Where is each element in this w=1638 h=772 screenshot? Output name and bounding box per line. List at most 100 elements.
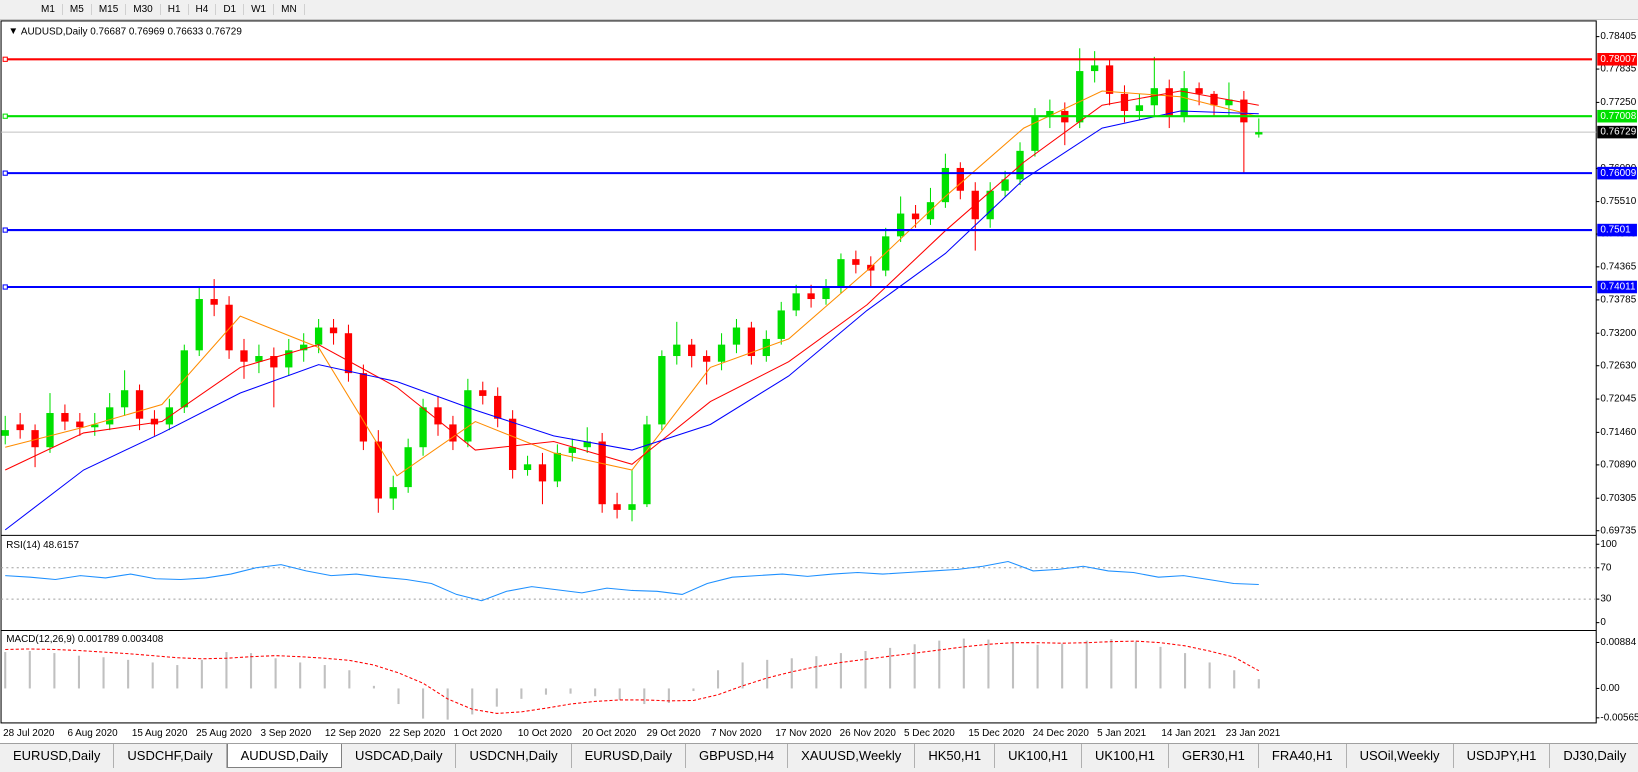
candle-body — [76, 421, 84, 428]
candle-body — [479, 390, 487, 396]
candle-body — [1180, 88, 1188, 117]
candle-body — [523, 464, 532, 471]
y-tick-label: 0.74365 — [1600, 261, 1636, 272]
open: 0.76687 — [90, 26, 126, 37]
y-tick-label: 100 — [1600, 539, 1617, 550]
level-label-box — [1597, 166, 1637, 180]
low: 0.76633 — [167, 26, 203, 37]
candle-body — [1240, 99, 1248, 123]
timeframe-button[interactable]: MN — [274, 4, 305, 15]
timeframe-button[interactable]: M1 — [34, 4, 63, 15]
candle-body — [91, 424, 99, 428]
x-tick-label: 15 Dec 2020 — [968, 728, 1025, 739]
chart-header: ▼ AUDUSD,Daily 0.76687 0.76969 0.76633 0… — [8, 26, 242, 37]
close: 0.76729 — [206, 26, 242, 37]
price-label: 0.76729 — [1600, 127, 1636, 138]
timeframe-button[interactable]: H4 — [189, 4, 217, 15]
y-tick-label: 0.00884 — [1600, 637, 1636, 648]
candle-body — [374, 441, 382, 499]
chart-tab[interactable]: AUDUSD,Daily — [226, 744, 343, 768]
candle-body — [255, 356, 263, 362]
candle-body — [31, 430, 39, 448]
level-anchor — [2, 56, 8, 62]
timeframe-button[interactable]: M15 — [92, 4, 127, 15]
y-tick-label: 0.75510 — [1600, 196, 1636, 207]
signal-line — [5, 640, 1260, 714]
candle-body — [61, 413, 69, 422]
chart-tab[interactable]: FRA40,H1 — [1259, 744, 1347, 768]
y-tick-label: 0.00 — [1600, 683, 1620, 694]
level-label-box — [1597, 109, 1637, 123]
y-tick-label: -0.005651 — [1600, 712, 1638, 723]
y-tick-label: 0.73785 — [1600, 295, 1636, 306]
timeframe-button[interactable]: M30 — [126, 4, 161, 15]
candle-body — [225, 304, 233, 351]
x-tick-label: 20 Oct 2020 — [582, 728, 636, 739]
candle-body — [986, 190, 994, 220]
candle-body — [1076, 71, 1084, 123]
chart-tab[interactable]: DJ30,Daily — [1550, 744, 1638, 768]
chart-tab[interactable]: GER30,H1 — [1169, 744, 1259, 768]
candle-body — [300, 344, 308, 351]
y-tick-label: 0.77250 — [1600, 97, 1636, 108]
high: 0.76969 — [129, 26, 165, 37]
x-tick-label: 12 Sep 2020 — [325, 728, 382, 739]
candle-body — [1046, 110, 1054, 117]
x-tick-label: 5 Jan 2021 — [1097, 728, 1147, 739]
candle-body — [1210, 93, 1218, 106]
timeframe-button[interactable]: M5 — [63, 4, 92, 15]
chart-tab[interactable]: UK100,H1 — [995, 744, 1083, 768]
chart-tab[interactable]: USOil,Weekly — [1347, 744, 1454, 768]
candle-body — [598, 441, 606, 505]
candle-body — [285, 350, 293, 368]
candle-body — [568, 447, 576, 453]
level-label: 0.77008 — [1600, 111, 1636, 122]
candle-body — [538, 464, 547, 482]
chart-tab[interactable]: GBPUSD,H4 — [686, 744, 789, 768]
chart-tab[interactable]: USDJPY,H1 — [1454, 744, 1551, 768]
moving-average — [4, 110, 1259, 531]
candle-body — [419, 407, 427, 448]
x-tick-label: 10 Oct 2020 — [518, 728, 572, 739]
chart-tab[interactable]: EURUSD,Daily — [572, 744, 686, 768]
level-label-box — [1597, 53, 1637, 66]
candle-body — [434, 407, 442, 425]
chart-tab[interactable]: EURUSD,Daily — [0, 744, 115, 768]
chart-tab[interactable]: HK50,H1 — [915, 744, 996, 768]
candle-body — [1225, 99, 1233, 106]
x-tick-label: 5 Dec 2020 — [904, 728, 955, 739]
level-anchor — [2, 284, 8, 290]
candle-body — [449, 424, 457, 442]
level-label: 0.74011 — [1600, 282, 1636, 293]
candle-body — [1105, 65, 1114, 94]
candle-body — [896, 213, 905, 237]
y-tick-label: 0.78405 — [1600, 31, 1636, 42]
timeframe-button[interactable]: W1 — [244, 4, 275, 15]
candle-body — [150, 418, 159, 425]
chart-tab[interactable]: XAUUSD,Weekly — [788, 744, 916, 768]
x-tick-label: 3 Sep 2020 — [261, 728, 312, 739]
chart-tab[interactable]: USDCAD,Daily — [342, 744, 457, 768]
x-tick-label: 28 Jul 2020 — [3, 728, 55, 739]
timeframe-button[interactable]: D1 — [216, 4, 245, 15]
candle-body — [732, 327, 741, 345]
candle-body — [195, 299, 203, 351]
candle-body — [1, 430, 9, 436]
symbol: AUDUSD,Daily — [21, 26, 88, 37]
macd-title: MACD(12,26,9) 0.001789 0.003408 — [6, 634, 163, 645]
candle-body — [1120, 93, 1129, 111]
chart-tab[interactable]: UK100,H1 — [1082, 744, 1170, 768]
chart-tab[interactable]: USDCNH,Daily — [456, 744, 572, 768]
level-label: 0.7501 — [1600, 225, 1631, 236]
candle-body — [583, 441, 591, 448]
candle-body — [16, 424, 24, 431]
candle-body — [643, 424, 651, 505]
timeframe-button[interactable]: H1 — [161, 4, 189, 15]
candle-body — [553, 452, 562, 482]
chart-tabs: EURUSD,Daily USDCHF,Daily AUDUSD,Daily USDC… — [0, 743, 1638, 772]
chart-tab[interactable]: USDCHF,Daily — [114, 744, 227, 768]
price-label-box — [1597, 125, 1637, 139]
level-anchor — [2, 227, 8, 233]
